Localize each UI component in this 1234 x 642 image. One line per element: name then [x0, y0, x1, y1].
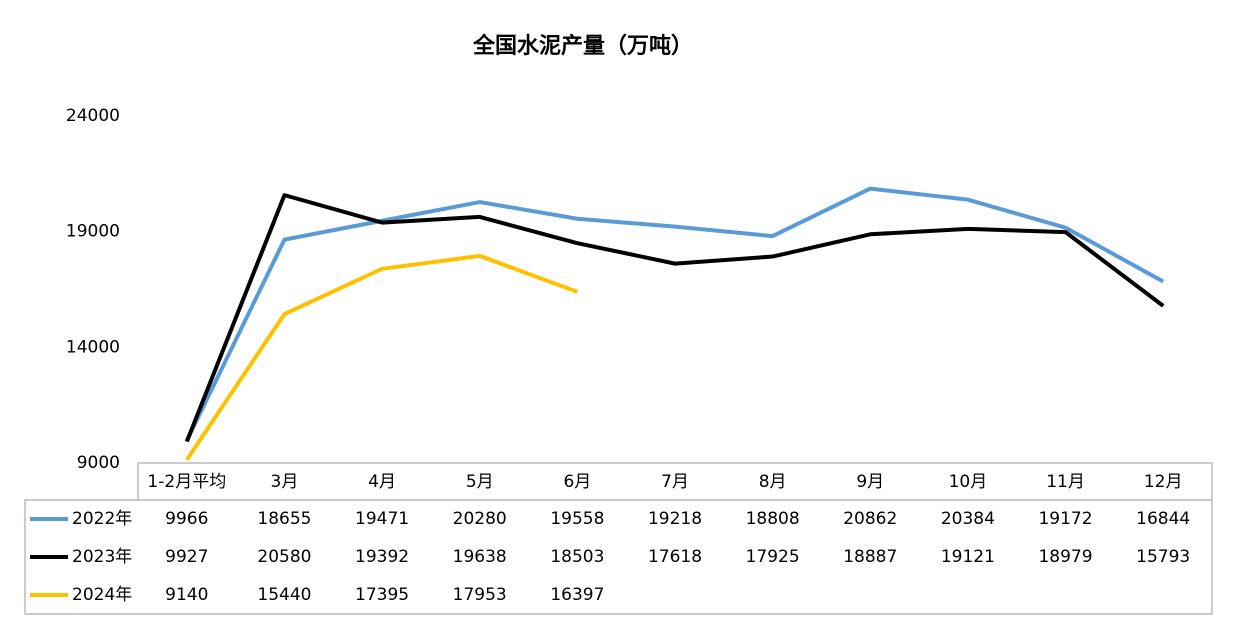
table-value: 9140 — [165, 585, 208, 605]
table-value: 18655 — [257, 509, 311, 529]
table-value: 9966 — [165, 509, 208, 529]
table-value: 18887 — [843, 547, 897, 567]
table-value: 17925 — [746, 547, 800, 567]
x-tick-label: 11月 — [1046, 472, 1085, 492]
table-value: 19558 — [550, 509, 604, 529]
chart-title: 全国水泥产量（万吨） — [472, 33, 693, 59]
series-line — [184, 193, 1165, 443]
y-tick-label: 9000 — [77, 453, 120, 473]
x-tick-label: 10月 — [949, 472, 988, 492]
x-tick-label: 8月 — [759, 472, 787, 492]
table-value: 17618 — [648, 547, 702, 567]
table-value: 20280 — [453, 509, 507, 529]
legend-label: 2023年 — [72, 547, 132, 567]
table-value: 18979 — [1038, 547, 1092, 567]
data-table-frame — [24, 462, 1213, 615]
table-value: 19218 — [648, 509, 702, 529]
legend-label: 2024年 — [72, 585, 132, 605]
y-tick-label: 24000 — [66, 106, 120, 126]
x-tick-label: 3月 — [271, 472, 299, 492]
x-tick-label: 4月 — [368, 472, 396, 492]
table-value: 18503 — [550, 547, 604, 567]
series-line — [185, 253, 579, 461]
table-value: 15440 — [257, 585, 311, 605]
table-value: 17953 — [453, 585, 507, 605]
series-line — [185, 186, 1165, 442]
table-value: 18808 — [746, 509, 800, 529]
x-tick-label: 7月 — [661, 472, 689, 492]
x-tick-label: 1-2月平均 — [147, 472, 226, 492]
x-tick-label: 9月 — [856, 472, 884, 492]
y-tick-label: 19000 — [66, 222, 120, 242]
x-tick-label: 6月 — [563, 472, 591, 492]
x-tick-label: 12月 — [1144, 472, 1183, 492]
table-value: 16844 — [1136, 509, 1190, 529]
legend-label: 2022年 — [72, 509, 132, 529]
table-value: 19392 — [355, 547, 409, 567]
x-tick-label: 5月 — [466, 472, 494, 492]
table-value: 19638 — [453, 547, 507, 567]
table-value: 20580 — [257, 547, 311, 567]
table-value: 17395 — [355, 585, 409, 605]
table-value: 16397 — [550, 585, 604, 605]
table-value: 19172 — [1038, 509, 1092, 529]
table-value: 9927 — [165, 547, 208, 567]
table-value: 20384 — [941, 509, 995, 529]
table-value: 19471 — [355, 509, 409, 529]
table-value: 20862 — [843, 509, 897, 529]
y-tick-label: 14000 — [66, 337, 120, 357]
table-value: 19121 — [941, 547, 995, 567]
table-value: 15793 — [1136, 547, 1190, 567]
